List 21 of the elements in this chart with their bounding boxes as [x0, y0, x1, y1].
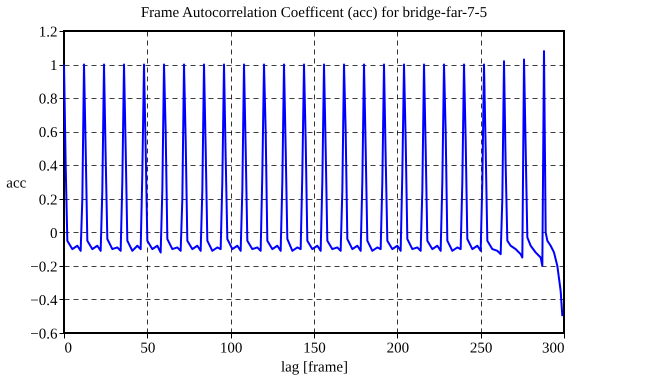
y-tick-label: 0	[50, 226, 58, 242]
y-tick-label: −0.4	[30, 292, 58, 309]
x-tick-label: 50	[140, 340, 156, 356]
y-tick-label: 1	[50, 58, 58, 74]
y-tick-label: 0.4	[38, 158, 58, 175]
chart-title: Frame Autocorrelation Coefficent (acc) for bridge-far-7-5	[140, 5, 488, 21]
x-tick-label: 250	[470, 340, 492, 356]
x-tick-label: 0	[64, 340, 72, 356]
x-tick-label: 150	[303, 340, 326, 356]
y-tick-label: 1.2	[38, 24, 58, 40]
x-axis-title: lag [frame]	[280, 360, 348, 376]
y-tick-label: 0.6	[38, 125, 58, 142]
line-series	[63, 50, 564, 318]
x-tick-label: 300	[542, 340, 564, 356]
y-tick-label: −0.2	[30, 259, 58, 276]
y-tick-label: −0.6	[30, 326, 58, 342]
y-axis-title: acc	[6, 176, 27, 192]
x-tick-label: 100	[220, 340, 242, 356]
y-tick-label: 0.2	[38, 192, 58, 208]
y-tick-label: 0.8	[38, 92, 58, 108]
x-tick-label: 200	[386, 340, 410, 356]
